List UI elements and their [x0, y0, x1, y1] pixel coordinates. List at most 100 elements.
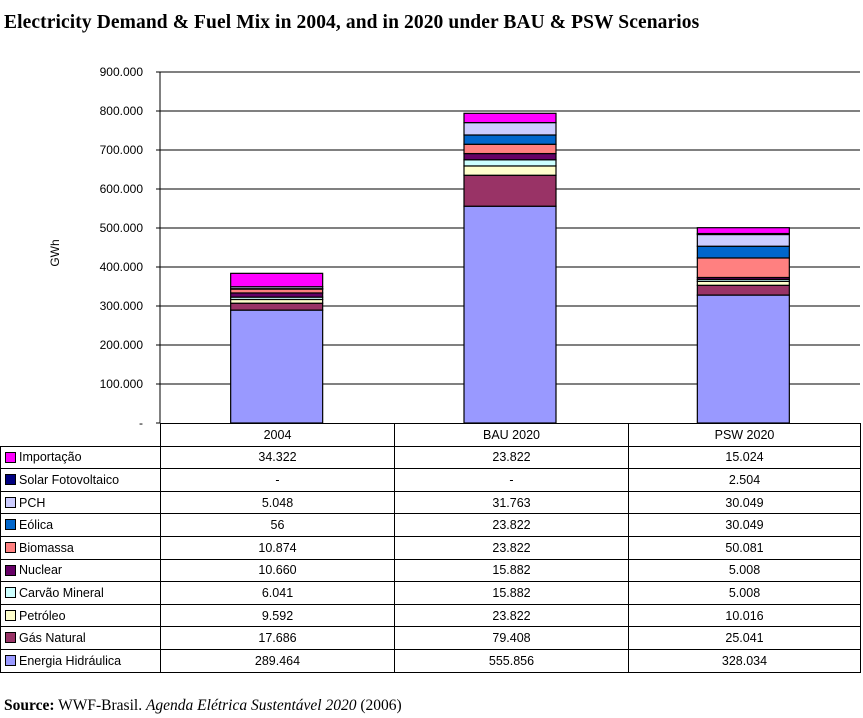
legend-entry: Energia Hidráulica — [0, 648, 161, 673]
table-cell: 5.008 — [628, 558, 861, 583]
legend-swatch — [5, 451, 16, 463]
table-cell: 23.822 — [394, 445, 629, 470]
bar-segment — [463, 159, 557, 167]
legend-swatch — [5, 609, 16, 621]
legend-swatch — [5, 632, 16, 644]
legend-swatch — [5, 496, 16, 508]
y-tick-label: 100.000 — [100, 377, 144, 391]
table-cell: 289.464 — [160, 648, 395, 673]
data-table: 2004 BAU 2020 PSW 2020 Importação 34.322 2… — [0, 423, 861, 673]
bar-segment — [463, 112, 557, 124]
legend-entry: Importação — [0, 445, 161, 470]
table-cell: 56 — [160, 513, 395, 537]
series-name: Solar Fotovoltaico — [19, 472, 120, 487]
table-cell: 30.049 — [628, 513, 861, 537]
table-cell: 25.041 — [628, 626, 861, 650]
chart-title: Electricity Demand & Fuel Mix in 2004, a… — [4, 12, 700, 33]
table-cell: - — [394, 468, 629, 492]
bar-segment — [696, 284, 790, 296]
table-corner — [0, 423, 161, 447]
legend-swatch — [5, 541, 16, 553]
series-name: Importação — [19, 450, 82, 465]
table-row: Solar Fotovoltaico - -2.504 — [0, 468, 861, 492]
table-row: Energia Hidráulica 289.464 555.856 328.034 — [0, 648, 861, 673]
bar-segment — [463, 134, 557, 145]
legend-entry: Gás Natural — [0, 626, 161, 650]
table-row: Carvão Mineral 6.041 15.882 5.008 — [0, 581, 861, 605]
category-label: PSW 2020 — [628, 423, 861, 447]
bar-segment — [230, 302, 324, 311]
table-row: Gás Natural 17.686 79.408 25.041 — [0, 626, 861, 650]
y-tick-label: 500.000 — [100, 221, 144, 235]
series-name: Energia Hidráulica — [19, 653, 122, 668]
table-row: Biomassa 10.874 23.822 50.081 — [0, 535, 861, 560]
table-cell: 31.763 — [394, 490, 629, 515]
y-axis-ticks: - 100.000 200.000 300.000 400.000 500.000 600.… — [100, 65, 160, 430]
table-cell: 23.822 — [394, 603, 629, 628]
category-label: BAU 2020 — [394, 423, 629, 447]
series-name: Nuclear — [19, 563, 63, 578]
source-label: Source: — [4, 697, 55, 714]
legend-swatch — [5, 587, 16, 599]
table-cell: 555.856 — [394, 648, 629, 673]
legend-swatch — [5, 654, 16, 666]
bar-segment — [696, 227, 790, 235]
series-name: Biomassa — [19, 540, 74, 555]
table-cell: 50.081 — [628, 535, 861, 560]
table-row: Nuclear 10.660 15.882 5.008 — [0, 558, 861, 583]
table-cell: 23.822 — [394, 513, 629, 537]
legend-swatch — [5, 564, 16, 576]
table-cell: 17.686 — [160, 626, 395, 650]
bar-segment — [696, 294, 790, 424]
table-cell: 10.016 — [628, 603, 861, 628]
table-cell: 6.041 — [160, 581, 395, 605]
bar-segment — [463, 121, 557, 136]
series-name: Carvão Mineral — [19, 585, 104, 600]
y-tick-label: 300.000 — [100, 299, 144, 313]
table-cell: 15.882 — [394, 581, 629, 605]
bar-segment — [463, 152, 557, 161]
series-name: Petróleo — [19, 608, 66, 623]
table-cell: 10.660 — [160, 558, 395, 583]
table-cell: 34.322 — [160, 445, 395, 470]
series-name: Gás Natural — [19, 631, 86, 646]
table-cell: 10.874 — [160, 535, 395, 560]
legend-swatch — [5, 474, 16, 486]
table-cell: 9.592 — [160, 603, 395, 628]
legend-entry: Eólica — [0, 513, 161, 537]
table-cell: 2.504 — [628, 468, 861, 492]
bar-segment — [696, 257, 790, 279]
source-work: Agenda Elétrica Sustentável 2020 — [145, 697, 357, 714]
legend-entry: Carvão Mineral — [0, 581, 161, 605]
table-cell: 15.882 — [394, 558, 629, 583]
source-note: Source: WWF-Brasil. Agenda Elétrica Sust… — [4, 697, 402, 715]
legend-entry: PCH — [0, 490, 161, 515]
y-tick-label: 800.000 — [100, 104, 144, 118]
bar-segment — [463, 143, 557, 155]
series-name: PCH — [19, 495, 46, 510]
y-tick-label: 900.000 — [100, 65, 144, 79]
table-row: Eólica 56 23.822 30.049 — [0, 513, 861, 537]
y-tick-label: - — [139, 416, 143, 430]
series-name: Eólica — [19, 518, 54, 533]
bar-segment — [463, 205, 557, 424]
legend-entry: Biomassa — [0, 535, 161, 560]
y-tick-label: 600.000 — [100, 182, 144, 196]
legend-entry: Petróleo — [0, 603, 161, 628]
source-org: WWF-Brasil. — [58, 697, 143, 714]
bar-segment — [463, 174, 557, 207]
table-cell: 15.024 — [628, 445, 861, 470]
legend-entry: Nuclear — [0, 558, 161, 583]
bar-segment — [463, 165, 557, 176]
bar-segment — [230, 272, 324, 288]
bar-segment — [230, 292, 324, 298]
table-cell: 328.034 — [628, 648, 861, 673]
table-cell: 79.408 — [394, 626, 629, 650]
category-label: 2004 — [160, 423, 395, 447]
bar-segment — [230, 309, 324, 424]
stacked-bar-chart: - 100.000 200.000 300.000 400.000 500.000 600.… — [100, 65, 860, 430]
bars — [230, 112, 790, 424]
table-cell: 5.048 — [160, 490, 395, 515]
y-tick-label: 700.000 — [100, 143, 144, 157]
table-cell: 30.049 — [628, 490, 861, 515]
